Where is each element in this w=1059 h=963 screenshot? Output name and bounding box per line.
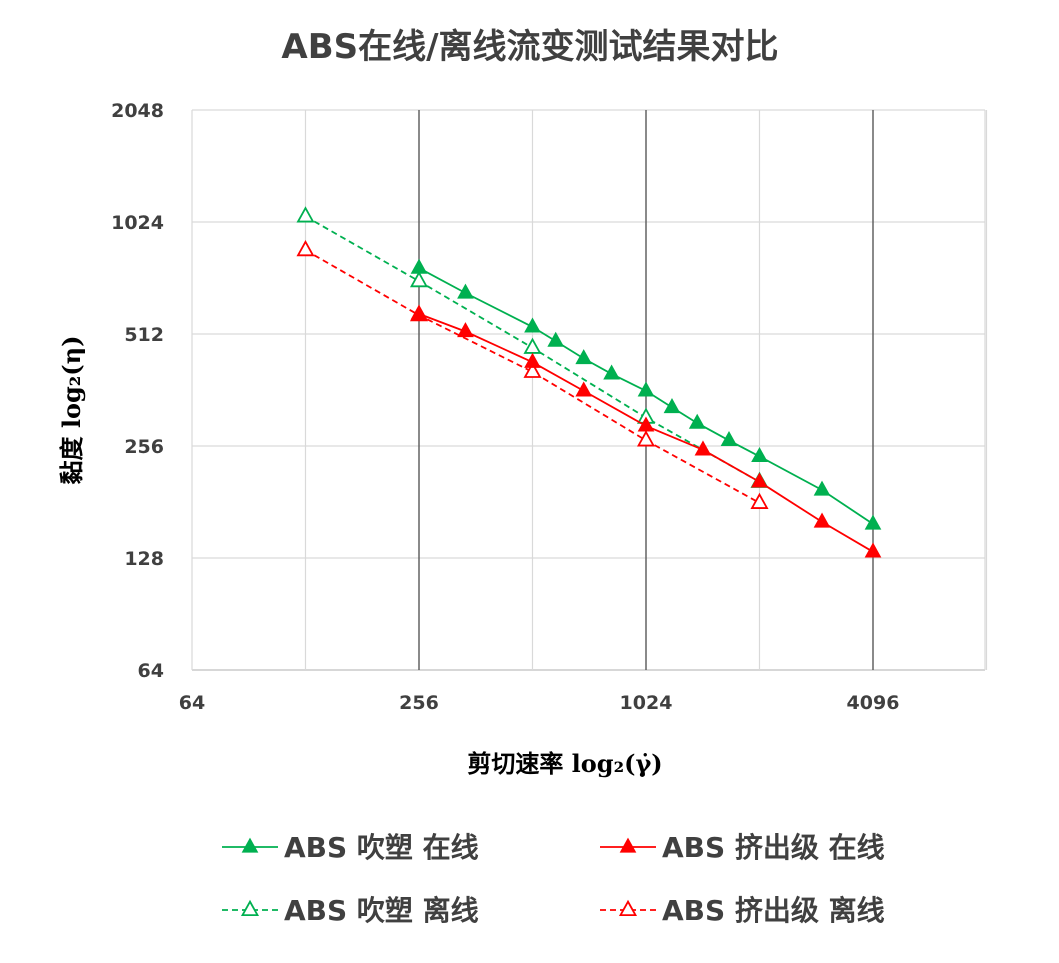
legend-swatch-marker <box>240 899 260 917</box>
data-point <box>751 447 768 463</box>
legend-label: ABS 挤出级 在线 <box>662 831 885 864</box>
legend: ABS 吹塑 在线 ABS 挤出级 在线 ABS 吹塑 离线 ABS 挤出级 离线 <box>222 831 885 927</box>
data-point <box>523 361 542 378</box>
data-point <box>547 331 565 347</box>
data-point <box>575 381 593 397</box>
legend-label: ABS 吹塑 离线 <box>284 894 479 927</box>
y-tick-label: 256 <box>124 436 164 458</box>
data-point <box>524 317 541 333</box>
data-point <box>637 381 655 397</box>
legend-item: ABS 吹塑 在线 <box>222 831 479 864</box>
data-point <box>410 258 428 274</box>
data-point <box>750 492 769 509</box>
y-tick-label: 64 <box>138 660 164 682</box>
x-axis-label: 剪切速率 log₂(γ̇) <box>467 749 662 778</box>
data-point <box>663 398 681 414</box>
chart-title: ABS在线/离线流变测试结果对比 <box>281 27 778 67</box>
legend-item: ABS 挤出级 在线 <box>600 831 885 864</box>
data-point <box>636 430 656 447</box>
legend-item: ABS 挤出级 离线 <box>600 894 885 927</box>
series-1 <box>410 258 882 530</box>
y-tick-label: 128 <box>124 548 164 570</box>
y-tick-label: 2048 <box>111 100 164 122</box>
data-point <box>637 416 655 432</box>
data-point <box>457 322 474 338</box>
legend-label: ABS 挤出级 离线 <box>662 894 885 927</box>
legend-swatch-marker <box>241 837 259 853</box>
legend-item: ABS 吹塑 离线 <box>222 894 479 927</box>
tick-labels: 64 128 256 512 1024 2048 64 256 1024 4096 <box>111 100 899 714</box>
data-point <box>603 364 620 380</box>
data-point <box>296 206 315 223</box>
data-point <box>694 440 712 456</box>
x-tick-label: 4096 <box>847 692 900 714</box>
legend-swatch-marker <box>618 899 638 917</box>
series-layer <box>296 206 882 558</box>
data-point <box>410 304 428 320</box>
data-point <box>457 283 474 299</box>
y-tick-label: 1024 <box>111 212 164 234</box>
y-tick-label: 512 <box>124 324 164 346</box>
x-tick-label: 256 <box>399 692 439 714</box>
data-point <box>864 514 882 530</box>
legend-swatch-marker <box>619 837 637 853</box>
data-point <box>296 239 315 257</box>
data-point <box>813 512 831 528</box>
data-point <box>524 352 541 368</box>
legend-label: ABS 吹塑 在线 <box>284 831 479 864</box>
data-point <box>688 413 706 429</box>
data-point <box>751 472 768 488</box>
x-tick-label: 64 <box>179 692 205 714</box>
data-point <box>864 542 882 558</box>
data-point <box>575 349 593 365</box>
series-2 <box>410 304 882 558</box>
series-line <box>305 249 760 504</box>
data-point <box>720 431 738 447</box>
data-point <box>813 480 831 496</box>
x-tick-label: 1024 <box>620 692 673 714</box>
grid <box>191 109 988 671</box>
y-axis-label: 黏度 log₂(η) <box>57 336 86 485</box>
data-point <box>409 270 429 288</box>
